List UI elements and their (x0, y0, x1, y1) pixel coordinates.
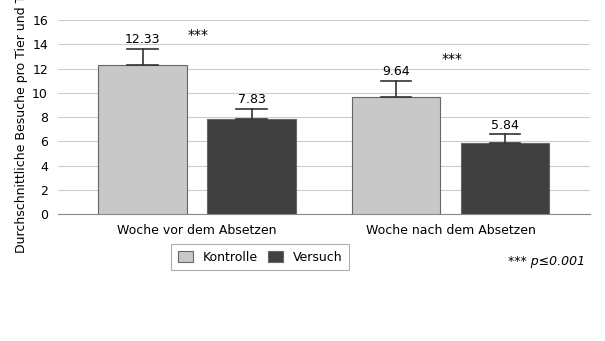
Text: 9.64: 9.64 (382, 65, 410, 78)
Text: 12.33: 12.33 (125, 33, 160, 46)
Bar (352, 97, 440, 214)
Bar (99, 64, 187, 214)
Bar (208, 119, 296, 214)
Text: ***: *** (188, 28, 209, 42)
Bar (461, 143, 549, 214)
Text: *** p≤0.001: *** p≤0.001 (508, 255, 584, 268)
Text: 5.84: 5.84 (491, 119, 519, 132)
Y-axis label: Durchschnittliche Besuche pro Tier und Tag: Durchschnittliche Besuche pro Tier und T… (15, 0, 28, 253)
Text: ***: *** (442, 52, 462, 66)
Legend: Kontrolle, Versuch: Kontrolle, Versuch (171, 244, 348, 270)
Text: 7.83: 7.83 (238, 93, 266, 106)
